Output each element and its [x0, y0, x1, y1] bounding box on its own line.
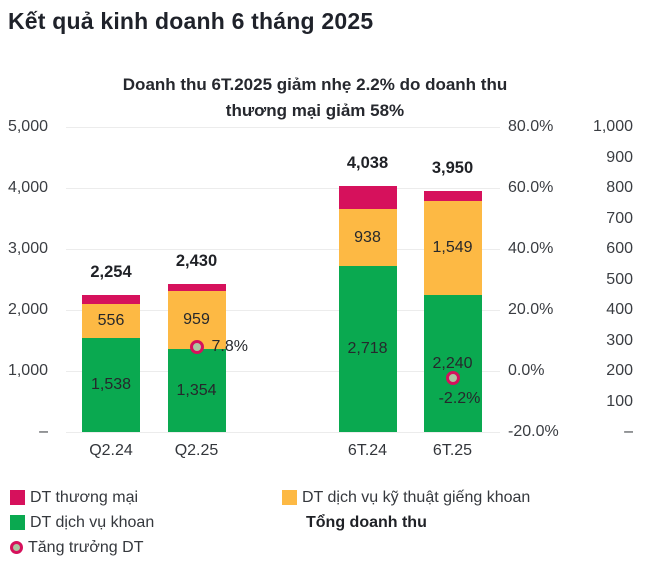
bar-segment-2	[82, 304, 140, 339]
y-axis-far-right-tick: 400	[606, 301, 633, 318]
legend-label: Tổng doanh thu	[306, 513, 427, 531]
y-axis-far-right-tick: 700	[606, 209, 633, 227]
legend-swatch-icon	[282, 490, 297, 505]
legend-right-column: DT dịch vụ kỹ thuật giếng khoan Tổng doan…	[282, 485, 530, 535]
legend-label: Tăng trưởng DT	[28, 538, 144, 556]
bar-segment-label: 556	[97, 312, 125, 330]
x-axis-label: 6T.24	[347, 442, 388, 459]
legend-item: DT dịch vụ kỹ thuật giếng khoan	[282, 485, 530, 510]
legend-left-column: DT thương mại DT dịch vụ khoan Tăng trưởng…	[10, 485, 154, 560]
x-axis-label: Q2.24	[89, 442, 133, 459]
bar-segment-label: 938	[354, 228, 381, 246]
y-axis-far-right-tick: –	[624, 423, 633, 440]
bar-segment-label: 959	[183, 311, 210, 329]
y-axis-percent-tick: 40.0%	[508, 240, 554, 257]
growth-marker	[189, 340, 204, 355]
bar-total-label: 3,950	[431, 159, 474, 178]
bar-segment-label: 1,549	[432, 239, 473, 257]
bar-segment-1	[423, 295, 482, 432]
y-axis-far-right-tick: 200	[606, 362, 633, 379]
chart-title-line2: thương mại giảm 58%	[225, 101, 405, 120]
y-axis-far-right-tick: 600	[606, 240, 633, 257]
bar-segment-2	[167, 290, 226, 350]
legend-item: DT dịch vụ khoan	[10, 510, 154, 535]
bar-segment-label: 1,538	[90, 376, 132, 394]
growth-label: 7.8%	[211, 338, 248, 356]
y-axis-far-right-tick: 800	[606, 179, 633, 196]
y-axis-far-right-tick: 300	[606, 331, 633, 349]
legend-label: DT thương mại	[30, 488, 139, 506]
bar-total-label: 2,254	[90, 262, 132, 281]
bar-segment-1	[82, 338, 140, 432]
bar-segment-3	[338, 185, 397, 209]
y-axis-percent-tick: 60.0%	[508, 179, 554, 196]
page-title: Kết quả kinh doanh 6 tháng 2025	[8, 8, 374, 34]
bar-segment-3	[82, 294, 140, 305]
gridline	[66, 371, 500, 372]
growth-marker	[445, 370, 460, 385]
chart-title-line1: Doanh thu 6T.2025 giảm nhẹ 2.2% do doanh…	[122, 75, 508, 94]
gridline	[66, 188, 500, 189]
legend-swatch-icon	[10, 490, 25, 505]
gridline	[66, 432, 500, 433]
bar-segment-3	[167, 283, 226, 291]
y-axis-left-tick: 4,000	[7, 179, 48, 196]
y-axis-left-tick: 1,000	[7, 362, 48, 379]
legend-item: Tăng trưởng DT	[10, 535, 154, 560]
x-axis-label: Q2.25	[174, 442, 219, 459]
chart-title: Doanh thu 6T.2025 giảm nhẹ 2.2% do doanh…	[70, 72, 560, 124]
bar-segment-label: 1,354	[176, 381, 217, 399]
y-axis-percent-tick: 80.0%	[508, 118, 554, 135]
legend-label: DT dịch vụ kỹ thuật giếng khoan	[302, 488, 531, 506]
bar-segment-2	[338, 208, 397, 267]
bar-segment-1	[167, 349, 226, 432]
y-axis-left-tick: 2,000	[7, 301, 48, 318]
y-axis-percent-tick: 20.0%	[508, 301, 554, 318]
growth-label: -2.2%	[438, 389, 481, 407]
legend-marker-icon	[10, 541, 23, 554]
bar-segment-3	[423, 191, 482, 201]
gridline	[66, 249, 500, 250]
gridline	[66, 127, 500, 128]
bar-segment-1	[338, 266, 397, 432]
bar-total-label: 4,038	[346, 153, 389, 172]
legend-item: Tổng doanh thu	[282, 510, 530, 535]
legend-label: DT dịch vụ khoan	[30, 513, 155, 531]
y-axis-far-right-tick: 100	[606, 392, 633, 410]
y-axis-far-right-tick: 900	[606, 148, 633, 166]
y-axis-percent-tick: 0.0%	[508, 362, 545, 379]
y-axis-far-right-tick: 1,000	[592, 118, 633, 135]
bar-segment-label: 2,240	[432, 354, 473, 372]
y-axis-left-tick: 5,000	[7, 118, 48, 135]
y-axis-left-tick: 3,000	[7, 240, 48, 257]
legend-item: DT thương mại	[10, 485, 154, 510]
gridline	[66, 310, 500, 311]
y-axis-percent-tick: -20.0%	[508, 423, 559, 440]
bar-segment-label: 2,718	[347, 340, 388, 358]
bar-segment-2	[423, 200, 482, 296]
y-axis-far-right-tick: 500	[606, 270, 633, 288]
legend-swatch-icon	[10, 515, 25, 530]
x-axis-label: 6T.25	[432, 442, 473, 459]
bar-total-label: 2,430	[175, 251, 218, 270]
y-axis-left-tick: –	[39, 423, 48, 440]
